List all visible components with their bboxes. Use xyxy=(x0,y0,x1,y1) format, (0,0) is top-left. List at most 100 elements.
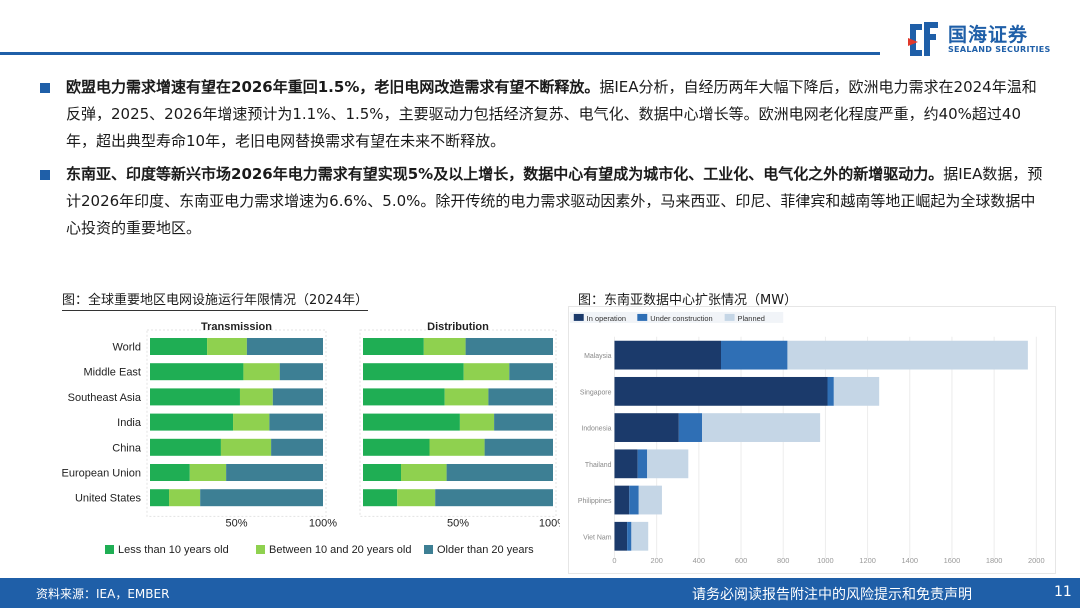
category-label: India xyxy=(117,417,142,429)
bar-segment xyxy=(207,338,247,355)
legend-label: Older than 20 years xyxy=(437,544,534,556)
category-label: Thailand xyxy=(585,462,612,469)
x-tick-label: 50% xyxy=(447,517,469,529)
bar-segment xyxy=(150,413,234,431)
bar-segment xyxy=(435,489,553,507)
x-tick-label: 400 xyxy=(693,556,705,565)
category-label: Viet Nam xyxy=(583,534,612,541)
category-label: Malaysia xyxy=(584,353,612,360)
bar-segment xyxy=(150,438,221,456)
x-tick-label: 0 xyxy=(612,556,616,565)
bar-segment xyxy=(246,338,323,355)
x-tick-label: 1400 xyxy=(901,556,918,565)
sealand-logo-icon xyxy=(908,22,938,56)
x-tick-label: 600 xyxy=(735,556,747,565)
legend-swatch xyxy=(573,313,584,321)
bullet-list: 欧盟电力需求增速有望在2026年重回1.5%，老旧电网改造需求有望不断释放。据I… xyxy=(34,74,1044,248)
category-label: European Union xyxy=(61,468,141,480)
bar-segment xyxy=(614,521,628,551)
bar-segment xyxy=(363,388,445,406)
bar-segment xyxy=(614,340,721,370)
bar-segment xyxy=(169,489,201,507)
bar-segment xyxy=(509,363,553,381)
footer-disclaimer: 请务必阅读报告附注中的风险提示和免责声明 xyxy=(692,587,972,603)
bar-segment xyxy=(233,413,270,431)
logo-text-en: SEALAND SECURITIES xyxy=(948,45,1051,54)
bar-segment xyxy=(638,485,662,515)
x-tick-label: 100% xyxy=(309,517,337,529)
bar-segment xyxy=(787,340,1028,370)
x-tick-label: 2000 xyxy=(1028,556,1045,565)
bar-segment xyxy=(631,521,649,551)
bullet-item-eu: 欧盟电力需求增速有望在2026年重回1.5%，老旧电网改造需求有望不断释放。据I… xyxy=(34,74,1044,155)
bar-segment xyxy=(465,338,553,355)
legend-swatch xyxy=(256,545,265,554)
category-label: Southeast Asia xyxy=(68,392,142,404)
panel-title: Distribution xyxy=(427,321,489,333)
bar-segment xyxy=(150,388,240,406)
bar-segment xyxy=(363,438,430,456)
bar-segment xyxy=(484,438,553,456)
bar-segment xyxy=(614,376,828,406)
bar-segment xyxy=(220,438,272,456)
category-label: China xyxy=(112,442,142,454)
bar-segment xyxy=(401,464,447,481)
bar-segment xyxy=(363,464,401,481)
bar-segment xyxy=(397,489,436,507)
bar-segment xyxy=(702,413,821,442)
bar-segment xyxy=(200,489,323,507)
category-label: Philippines xyxy=(578,498,612,505)
category-label: World xyxy=(112,342,141,354)
legend-label: In operation xyxy=(587,314,626,323)
bar-segment xyxy=(363,413,460,431)
legend-swatch xyxy=(105,545,114,554)
legend-label: Under construction xyxy=(650,314,712,323)
x-tick-label: 1200 xyxy=(859,556,876,565)
x-tick-label: 1800 xyxy=(986,556,1003,565)
bar-segment xyxy=(423,338,466,355)
bar-segment xyxy=(637,449,648,479)
bullet-item-sea: 东南亚、印度等新兴市场2026年电力需求有望实现5%及以上增长，数据中心有望成为… xyxy=(34,161,1044,242)
bar-segment xyxy=(269,413,323,431)
bar-segment xyxy=(271,438,323,456)
category-label: Singapore xyxy=(580,389,612,396)
legend-background xyxy=(569,311,784,323)
bar-segment xyxy=(150,464,190,481)
grid-age-chart: World Middle East Southeast Asia India China… xyxy=(61,321,560,556)
bar-segment xyxy=(429,438,485,456)
footer-bar: 资料来源：IEA，EMBER 请务必阅读报告附注中的风险提示和免责声明 11 xyxy=(0,578,1080,608)
bar-segment xyxy=(678,413,703,442)
panel-frame xyxy=(146,329,327,517)
bar-segment xyxy=(150,363,244,381)
bar-segment xyxy=(363,489,398,507)
bar-segment xyxy=(494,413,553,431)
bar-segment xyxy=(363,338,424,355)
bar-segment xyxy=(629,485,639,515)
panel-frame xyxy=(359,329,557,517)
bullet-headline: 东南亚、印度等新兴市场2026年电力需求有望实现5%及以上增长，数据中心有望成为… xyxy=(66,165,944,183)
category-label: United States xyxy=(75,493,142,505)
bar-segment xyxy=(647,449,689,479)
bar-segment xyxy=(463,363,510,381)
legend-swatch xyxy=(724,313,735,321)
bar-segment xyxy=(272,388,323,406)
bar-segment xyxy=(833,376,880,406)
bar-segment xyxy=(459,413,495,431)
bar-segment xyxy=(243,363,280,381)
x-tick-label: 50% xyxy=(225,517,247,529)
figure-title-grid-age: 图：全球重要地区电网设施运行年限情况（2024年） xyxy=(62,289,369,311)
bar-segment xyxy=(720,340,788,370)
logo-text-cn: 国海证券 xyxy=(948,24,1029,46)
x-tick-label: 800 xyxy=(777,556,789,565)
x-tick-label: 200 xyxy=(650,556,662,565)
bullet-headline: 欧盟电力需求增速有望在2026年重回1.5%，老旧电网改造需求有望不断释放。 xyxy=(66,78,600,96)
bullet-square-icon xyxy=(40,83,50,93)
company-logo: 国海证券 SEALAND SECURITIES xyxy=(906,20,1066,60)
legend-label: Between 10 and 20 years old xyxy=(269,544,412,556)
bar-segment xyxy=(446,464,553,481)
bar-segment xyxy=(444,388,489,406)
bar-segment xyxy=(627,521,632,551)
bar-segment xyxy=(363,363,464,381)
bullet-body: 据IEA数据，预计2026年印度、东南亚电力需求增速为6.6%、5.0%。除开传… xyxy=(66,165,1043,237)
footer-source: 资料来源：IEA，EMBER xyxy=(36,587,170,601)
